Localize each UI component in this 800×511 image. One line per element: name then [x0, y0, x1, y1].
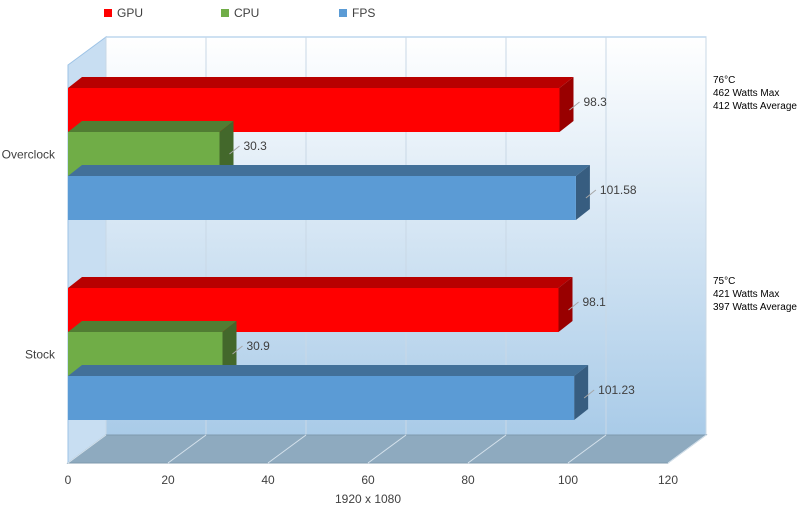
annotation-line: 462 Watts Max [713, 88, 780, 99]
bar-side-face [222, 321, 237, 376]
x-tick-label: 120 [658, 473, 678, 487]
data-label: 98.3 [584, 95, 608, 109]
leader-line [568, 301, 579, 311]
bar-front-face [68, 176, 576, 220]
bar-top-face [68, 277, 573, 288]
x-tick-label: 60 [361, 473, 375, 487]
x-tick-label: 20 [161, 473, 175, 487]
bar-top-face [68, 121, 234, 132]
annotation-line: 421 Watts Max [713, 289, 780, 300]
bar-front-face [68, 376, 575, 420]
legend-item-fps: FPS [339, 6, 375, 20]
annotation-line: 412 Watts Average [713, 101, 797, 112]
legend-label: FPS [352, 6, 375, 20]
legend-swatch [221, 9, 229, 17]
x-axis-label: 1920 x 1080 [335, 492, 401, 506]
bar-gpu-overclock: 98.3 [68, 77, 607, 132]
floor-gridline [67, 434, 107, 464]
category-label: Overclock [2, 147, 56, 161]
floor-gridline [567, 434, 607, 464]
data-label: 101.58 [600, 183, 637, 197]
legend: GPU CPU FPS [104, 6, 375, 20]
legend-swatch [104, 9, 112, 17]
x-tick-label: 100 [558, 473, 578, 487]
leader-line [583, 389, 595, 399]
floor-gridline [267, 434, 307, 464]
data-label: 98.1 [583, 295, 607, 309]
legend-label: CPU [234, 6, 259, 20]
data-label: 101.23 [598, 383, 635, 397]
bar-side-face [559, 77, 574, 132]
leader-line [232, 345, 243, 355]
floor-gridline [167, 434, 207, 464]
floor-gridline [667, 434, 707, 464]
legend-swatch [339, 9, 347, 17]
floor-gridline [367, 434, 407, 464]
bar-side-face [574, 365, 589, 420]
leader-line [569, 101, 580, 111]
annotation-line: 75°C [713, 276, 736, 287]
annotation-line: 76°C [713, 75, 736, 86]
leader-line [229, 145, 240, 155]
data-label: 30.3 [244, 139, 268, 153]
bar-top-face [68, 321, 237, 332]
legend-item-cpu: CPU [221, 6, 259, 20]
data-label: 30.9 [247, 339, 271, 353]
bar-side-face [575, 165, 590, 220]
bar-top-face [68, 165, 590, 176]
leader-line [585, 189, 597, 199]
x-tick-label: 0 [65, 473, 72, 487]
bar-top-face [68, 77, 574, 88]
category-label: Stock [25, 347, 56, 361]
bar-side-face [558, 277, 573, 332]
bar-fps-overclock: 101.58 [68, 165, 637, 220]
bar-fps-stock: 101.23 [68, 365, 635, 420]
floor-gridline [467, 434, 507, 464]
bar-side-face [219, 121, 234, 176]
legend-label: GPU [117, 6, 143, 20]
annotation-line: 397 Watts Average [713, 302, 797, 313]
legend-item-gpu: GPU [104, 6, 143, 20]
annotation-overclock: 76°C 462 Watts Max 412 Watts Average [713, 74, 797, 113]
annotation-stock: 75°C 421 Watts Max 397 Watts Average [713, 275, 797, 314]
x-tick-label: 40 [261, 473, 275, 487]
x-tick-label: 80 [461, 473, 475, 487]
plot-area: 98.3 30.3 101.58 98.1 30.9 101.23 [66, 36, 708, 464]
x-axis-ticks: Overclock Stock 0 20 40 60 80 100 120 [2, 147, 679, 487]
bar-top-face [68, 365, 589, 376]
bar-gpu-stock: 98.1 [68, 277, 606, 332]
